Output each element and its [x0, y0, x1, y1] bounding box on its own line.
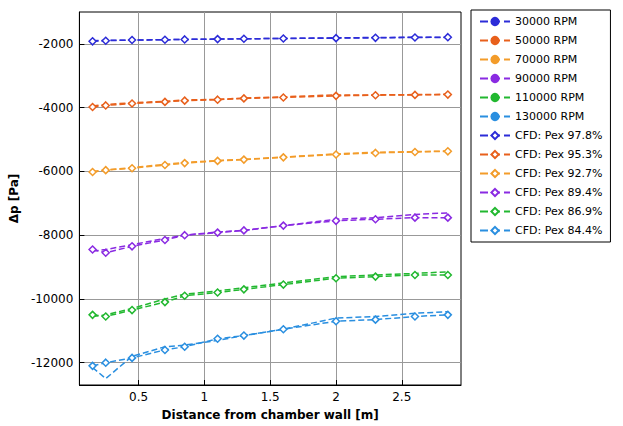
svg-text:30000 RPM: 30000 RPM — [515, 15, 577, 28]
svg-text:CFD: Pex 97.8%: CFD: Pex 97.8% — [515, 129, 602, 142]
svg-text:-4000: -4000 — [39, 101, 74, 115]
svg-text:0.5: 0.5 — [129, 390, 148, 404]
svg-text:130000 RPM: 130000 RPM — [515, 110, 584, 123]
svg-text:1: 1 — [201, 390, 209, 404]
svg-text:Δp [Pa]: Δp [Pa] — [7, 174, 21, 224]
svg-text:CFD: Pex 89.4%: CFD: Pex 89.4% — [515, 186, 602, 199]
svg-text:1.5: 1.5 — [261, 390, 280, 404]
svg-text:-6000: -6000 — [39, 164, 74, 178]
svg-text:-8000: -8000 — [39, 228, 74, 242]
svg-text:2: 2 — [332, 390, 340, 404]
svg-text:50000 RPM: 50000 RPM — [515, 34, 577, 47]
svg-text:-2000: -2000 — [39, 37, 74, 51]
svg-text:90000 RPM: 90000 RPM — [515, 72, 577, 85]
svg-text:-10000: -10000 — [31, 292, 74, 306]
svg-text:2.5: 2.5 — [392, 390, 411, 404]
svg-text:CFD: Pex 95.3%: CFD: Pex 95.3% — [515, 148, 602, 161]
svg-text:CFD: Pex 84.4%: CFD: Pex 84.4% — [515, 224, 602, 237]
svg-text:CFD: Pex 92.7%: CFD: Pex 92.7% — [515, 167, 602, 180]
svg-text:-12000: -12000 — [31, 356, 74, 370]
svg-text:110000 RPM: 110000 RPM — [515, 91, 584, 104]
svg-text:CFD: Pex 86.9%: CFD: Pex 86.9% — [515, 205, 602, 218]
svg-text:Distance from chamber wall [m]: Distance from chamber wall [m] — [162, 408, 379, 422]
svg-text:70000 RPM: 70000 RPM — [515, 53, 577, 66]
